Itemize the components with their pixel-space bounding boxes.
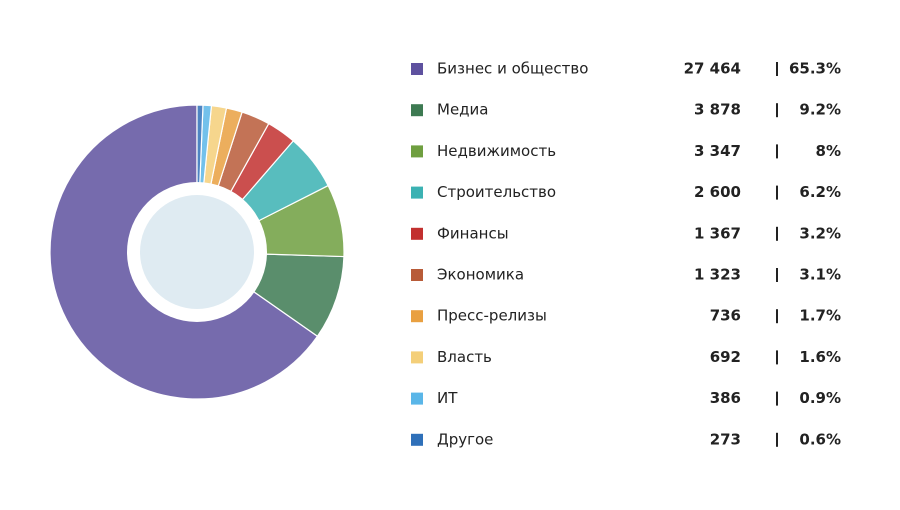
share-label: 9.2%	[799, 101, 841, 119]
share-label: 0.9%	[799, 389, 841, 407]
legend-label: Экономика	[437, 266, 524, 284]
count-label: 2 600	[694, 183, 741, 201]
legend-label: Пресс-релизы	[437, 307, 547, 325]
count-label: 736	[710, 307, 741, 325]
legend-label: Другое	[437, 430, 493, 448]
donut-center	[140, 195, 254, 309]
count-label: 386	[710, 389, 741, 407]
legend-swatch	[411, 310, 423, 323]
share-label: 3.2%	[799, 224, 841, 242]
legend-label: Бизнес и общество	[437, 60, 588, 78]
legend-label: Финансы	[437, 224, 509, 242]
legend-label: ИТ	[437, 389, 458, 407]
legend-label: Власть	[437, 348, 492, 366]
share-label: 65.3%	[789, 60, 841, 78]
legend-swatch	[411, 63, 423, 75]
share-label: 3.1%	[799, 266, 841, 284]
legend-label: Недвижимость	[437, 142, 556, 160]
count-label: 3 878	[694, 101, 741, 119]
legend-swatch	[411, 433, 423, 446]
share-label: 8%	[816, 142, 841, 160]
share-label: 0.6%	[799, 430, 841, 448]
legend-label: Строительство	[437, 183, 556, 201]
legend-swatch	[411, 186, 423, 199]
legend-swatch	[411, 104, 423, 117]
count-label: 27 464	[684, 60, 741, 78]
count-label: 3 347	[694, 142, 741, 160]
legend-swatch	[411, 269, 423, 281]
share-label: 6.2%	[799, 183, 841, 201]
count-label: 1 367	[694, 224, 741, 242]
legend-swatch	[411, 145, 423, 158]
legend-swatch	[411, 392, 423, 405]
donut	[49, 104, 345, 400]
share-label: 1.7%	[799, 307, 841, 325]
legend: Бизнес и общество 27 464 65.3% Медиа 3 878 9.…	[411, 60, 841, 448]
legend-swatch	[411, 227, 423, 240]
count-label: 273	[710, 430, 741, 448]
count-label: 692	[710, 348, 741, 366]
legend-swatch	[411, 351, 423, 364]
legend-label: Медиа	[437, 101, 488, 119]
share-label: 1.6%	[799, 348, 841, 366]
count-label: 1 323	[694, 266, 741, 284]
